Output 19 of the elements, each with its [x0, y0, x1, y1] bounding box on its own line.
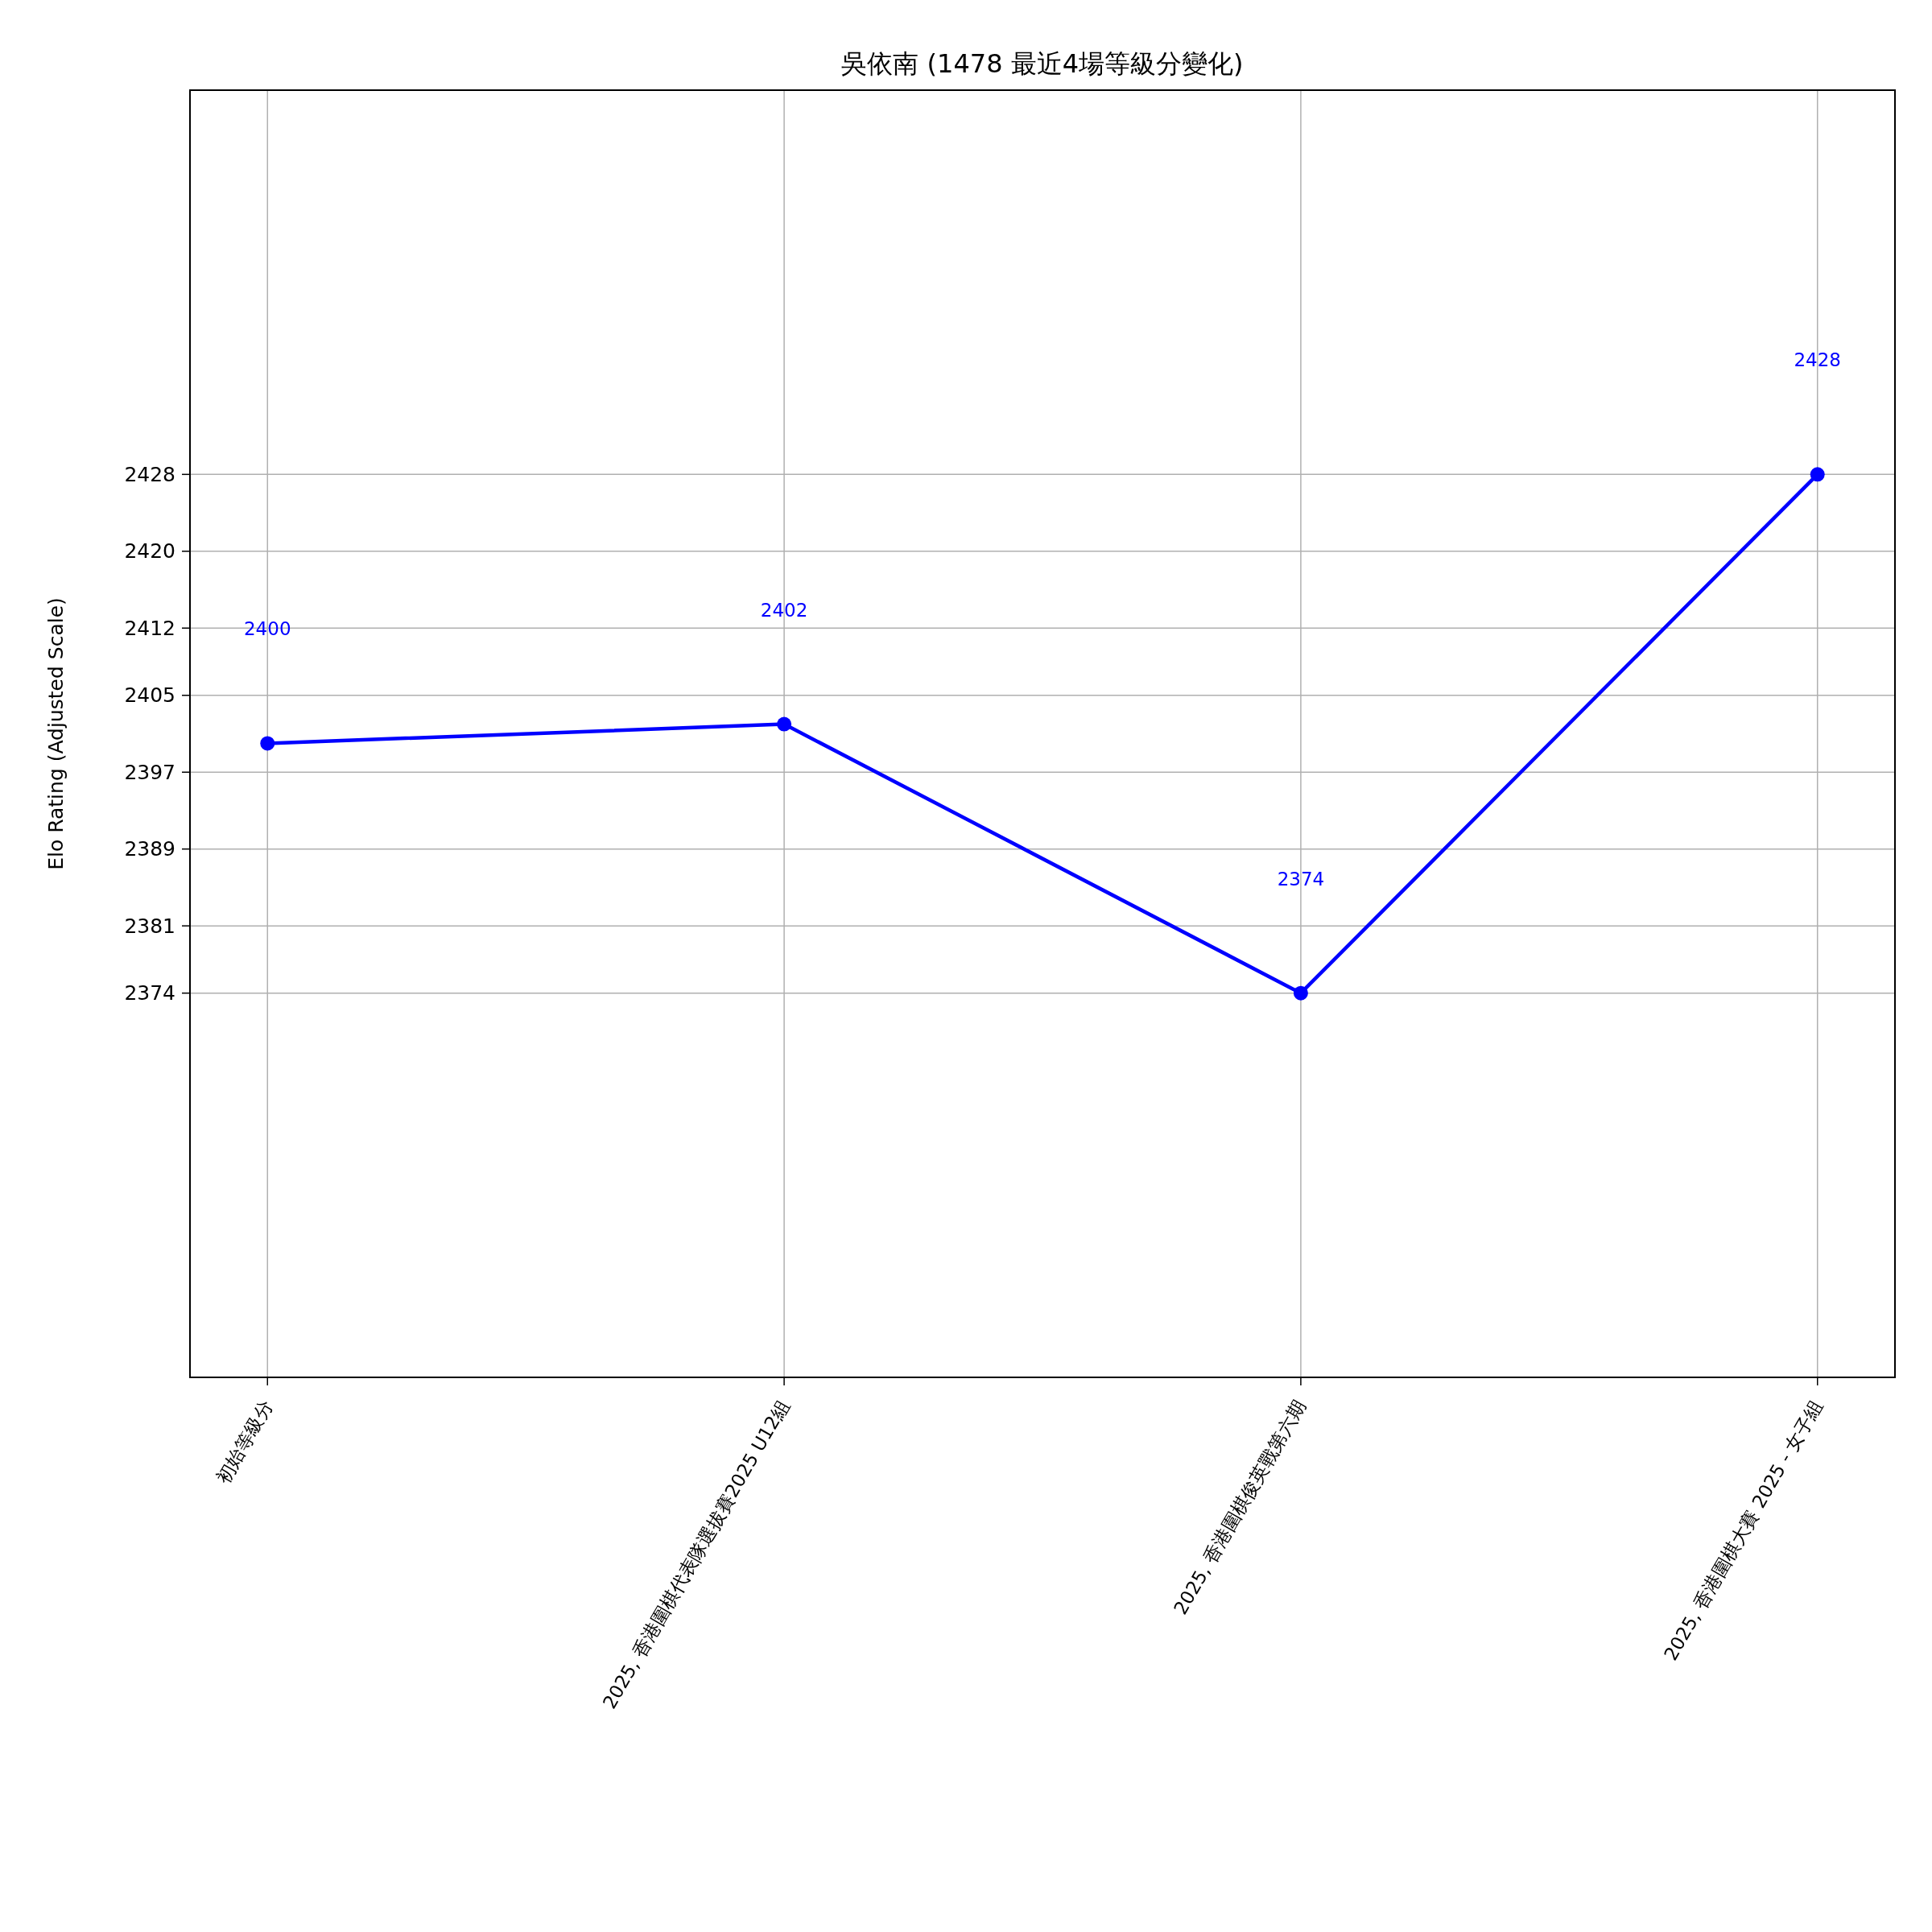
y-tick-label: 2405 — [124, 683, 175, 708]
y-tick-label: 2428 — [124, 462, 175, 486]
annotation: 2400 — [244, 618, 291, 640]
chart-title: 吳依南 (1478 最近4場等級分變化) — [841, 48, 1244, 79]
y-tick-label: 2374 — [124, 981, 175, 1005]
point — [777, 716, 792, 732]
y-tick-label: 2397 — [124, 760, 175, 784]
x-tick-label: 初始等級分 — [212, 1396, 277, 1488]
annotation: 2428 — [1794, 349, 1841, 371]
y-axis-title: Elo Rating (Adjusted Scale) — [44, 597, 68, 870]
annotation: 2374 — [1277, 868, 1325, 890]
y-tick-label: 2381 — [124, 914, 175, 938]
point — [1810, 467, 1825, 482]
annotation: 2402 — [760, 599, 808, 621]
y-tick-label: 2420 — [124, 539, 175, 564]
y-tick-label: 2389 — [124, 837, 175, 861]
y-tick-label: 2412 — [124, 616, 175, 640]
point — [260, 736, 275, 751]
point — [1293, 985, 1308, 1001]
